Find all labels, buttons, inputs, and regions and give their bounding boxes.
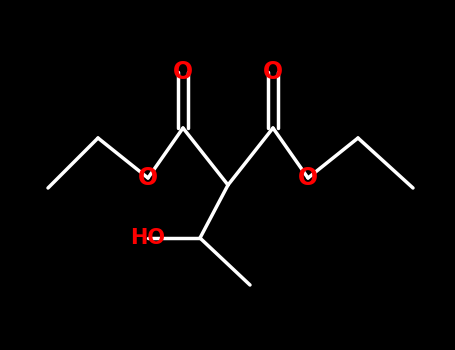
Text: O: O xyxy=(263,60,283,84)
Text: O: O xyxy=(298,166,318,190)
Text: O: O xyxy=(138,166,158,190)
Text: HO: HO xyxy=(131,228,166,248)
Text: O: O xyxy=(173,60,193,84)
